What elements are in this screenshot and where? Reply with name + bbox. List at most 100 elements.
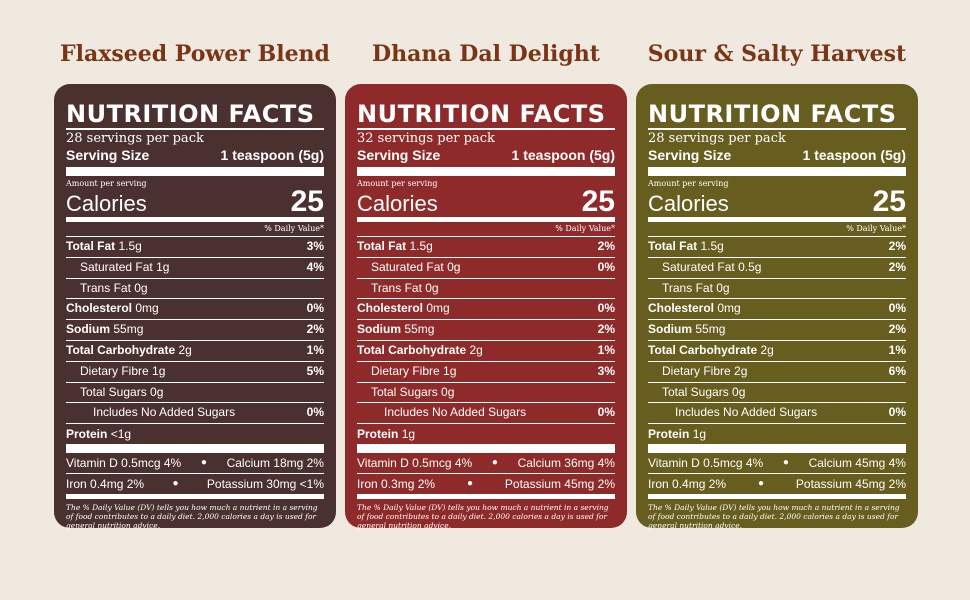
calories-label: Calories [648, 191, 729, 216]
nutrition-facts-panel: NUTRITION FACTS 28 servings per pack Ser… [636, 84, 918, 530]
nutrient-amount: 0g [425, 280, 439, 295]
nutrient-label: Saturated Fat [662, 259, 735, 274]
trans-fat-row: Trans Fat 0g [66, 279, 324, 300]
calcium-label: Calcium [517, 456, 561, 471]
amount-per-serving: Amount per serving [357, 179, 438, 188]
nutrient-dv: 0% [888, 405, 906, 420]
nutrient-dv: 1% [597, 342, 615, 357]
serving-size-value: 1 teaspoon (5g) [511, 147, 615, 163]
calories-value: 25 [290, 185, 324, 218]
saturated-fat-row: Saturated Fat 0g 0% [357, 258, 615, 279]
nutrient-dv: 0% [306, 301, 324, 316]
trans-fat-row: Trans Fat 0g [648, 279, 906, 300]
protein-row: Protein 1g [648, 424, 906, 454]
iron-label: Iron [648, 477, 669, 492]
added-sugars-row: Includes No Added Sugars 0% [648, 403, 906, 425]
dietary-fibre-row: Dietary Fibre 1g 3% [357, 362, 615, 383]
nutrient-amount: 0mg [717, 301, 741, 316]
iron-potassium-row: Iron 0.4mg 2% ● Potassium 30mg <1% [66, 474, 324, 500]
nutrient-label: Includes No Added Sugars [93, 405, 236, 420]
nutrient-amount: 55mg [695, 322, 726, 337]
nutrition-facts-panel: NUTRITION FACTS 28 servings per pack Ser… [54, 84, 336, 531]
daily-value-header: % Daily Value* [648, 222, 906, 237]
total-fat-row: Total Fat 1.5g 3% [66, 237, 324, 258]
calories-label: Calories [357, 191, 438, 216]
nutrition-facts-heading: NUTRITION FACTS [357, 100, 615, 130]
nutrient-amount: 1.5g [409, 239, 433, 253]
vitamin-d-value: 0.5mcg 4% [703, 456, 764, 471]
nutrient-label: Protein [357, 427, 399, 442]
nutrient-amount: 0.5g [738, 259, 762, 274]
product-title: Flaxseed Power Blend [60, 41, 330, 67]
nutrient-label: Cholesterol [648, 301, 715, 316]
daily-value-footnote: The % Daily Value (DV) tells you how muc… [66, 503, 318, 531]
nutrient-dv: 2% [888, 259, 906, 274]
nutrient-amount: 0g [441, 384, 455, 399]
vitamin-d-value: 0.5mcg 4% [121, 456, 182, 471]
calcium-value: 18mg 2% [273, 456, 324, 471]
calories-row: Calories 25 [357, 187, 615, 222]
nutrient-label: Total Carbohydrate [357, 342, 467, 357]
nutrient-label: Cholesterol [66, 301, 133, 316]
nutrient-dv: 6% [888, 363, 906, 378]
vitamin-d-label: Vitamin D [66, 456, 118, 471]
nutrient-dv: 3% [306, 239, 324, 253]
vitamin-d-label: Vitamin D [648, 456, 700, 471]
cholesterol-row: Cholesterol 0mg 0% [357, 299, 615, 321]
cholesterol-row: Cholesterol 0mg 0% [648, 299, 906, 321]
calcium-value: 45mg 4% [855, 456, 906, 471]
iron-label: Iron [66, 477, 87, 492]
potassium-value: 30mg <1% [266, 477, 324, 492]
nutrient-dv: 0% [888, 301, 906, 316]
nutrient-dv: 0% [597, 259, 615, 274]
nutrient-amount: 0mg [426, 301, 450, 316]
nutrient-label: Total Fat [648, 239, 698, 253]
nutrient-amount: 2g [760, 342, 774, 357]
nutrient-amount: 55mg [113, 322, 144, 337]
nutrient-dv: 2% [306, 322, 324, 337]
sodium-row: Sodium 55mg 2% [66, 320, 324, 341]
vitamin-calcium-row: Vitamin D 0.5mcg 4% ● Calcium 45mg 4% [648, 453, 906, 475]
saturated-fat-row: Saturated Fat 1g 4% [66, 258, 324, 279]
nutrient-label: Total Sugars [662, 384, 729, 399]
nutrient-label: Sodium [648, 322, 692, 337]
nutrient-label: Total Carbohydrate [648, 342, 758, 357]
nutrient-label: Dietary Fibre [371, 363, 440, 378]
serving-size-value: 1 teaspoon (5g) [220, 147, 324, 163]
bullet-icon: ● [200, 457, 207, 469]
total-fat-row: Total Fat 1.5g 2% [357, 237, 615, 258]
nutrient-label: Dietary Fibre [80, 363, 149, 378]
protein-row: Protein 1g [357, 424, 615, 454]
nutrient-amount: 0g [447, 259, 461, 274]
calcium-label: Calcium [226, 456, 270, 471]
calories-row: Calories 25 [648, 187, 906, 222]
nutrient-dv: 1% [306, 342, 324, 357]
iron-potassium-row: Iron 0.3mg 2% ● Potassium 45mg 2% [357, 474, 615, 500]
vitamin-calcium-row: Vitamin D 0.5mcg 4% ● Calcium 36mg 4% [357, 453, 615, 475]
protein-row: Protein <1g [66, 424, 324, 454]
bullet-icon: ● [466, 478, 474, 490]
total-sugars-row: Total Sugars 0g [357, 383, 615, 404]
total-sugars-row: Total Sugars 0g [648, 383, 906, 404]
nutrition-facts-heading: NUTRITION FACTS [648, 100, 906, 130]
serving-size-row: Serving Size 1 teaspoon (5g) [357, 146, 615, 176]
added-sugars-row: Includes No Added Sugars 0% [66, 403, 324, 425]
product-column: Flaxseed Power Blend NUTRITION FACTS 28 … [54, 0, 336, 531]
trans-fat-row: Trans Fat 0g [357, 279, 615, 300]
nutrient-dv: 0% [597, 301, 615, 316]
potassium-label: Potassium [504, 477, 561, 492]
iron-potassium-row: Iron 0.4mg 2% ● Potassium 45mg 2% [648, 474, 906, 500]
nutrient-dv: 5% [306, 363, 324, 378]
nutrient-label: Protein [648, 427, 690, 442]
serving-size-value: 1 teaspoon (5g) [802, 147, 906, 163]
nutrient-label: Trans Fat [80, 280, 131, 295]
nutrient-label: Sodium [66, 322, 110, 337]
daily-value-header: % Daily Value* [357, 222, 615, 237]
product-column: Dhana Dal Delight NUTRITION FACTS 32 ser… [345, 0, 627, 530]
nutrient-amount: 2g [734, 363, 748, 378]
nutrient-label: Cholesterol [357, 301, 424, 316]
nutrient-label: Dietary Fibre [662, 363, 731, 378]
iron-value: 0.3mg 2% [381, 477, 436, 492]
nutrient-dv: 2% [597, 322, 615, 337]
iron-value: 0.4mg 2% [90, 477, 145, 492]
